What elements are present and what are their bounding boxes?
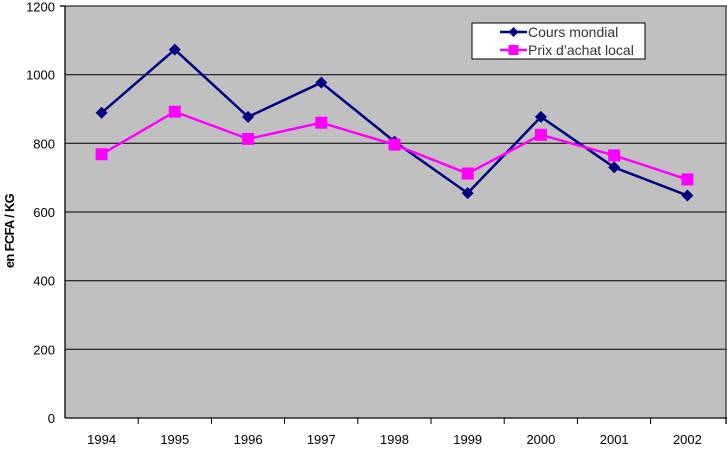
svg-text:200: 200 <box>33 342 55 357</box>
svg-text:0: 0 <box>48 411 55 426</box>
svg-text:2001: 2001 <box>600 432 629 447</box>
svg-text:1994: 1994 <box>87 432 116 447</box>
svg-text:1997: 1997 <box>307 432 336 447</box>
svg-text:400: 400 <box>33 274 55 289</box>
svg-text:800: 800 <box>33 136 55 151</box>
svg-text:Prix d’achat local: Prix d’achat local <box>528 42 634 58</box>
svg-text:2000: 2000 <box>526 432 555 447</box>
svg-text:en FCFA / KG: en FCFA / KG <box>2 193 17 268</box>
svg-text:2002: 2002 <box>673 432 702 447</box>
svg-text:1000: 1000 <box>26 68 55 83</box>
svg-text:600: 600 <box>33 205 55 220</box>
svg-text:1200: 1200 <box>26 0 55 15</box>
svg-text:1999: 1999 <box>453 432 482 447</box>
svg-text:Cours mondial: Cours mondial <box>528 24 618 40</box>
svg-text:1998: 1998 <box>380 432 409 447</box>
svg-text:1995: 1995 <box>160 432 189 447</box>
svg-text:1996: 1996 <box>234 432 263 447</box>
